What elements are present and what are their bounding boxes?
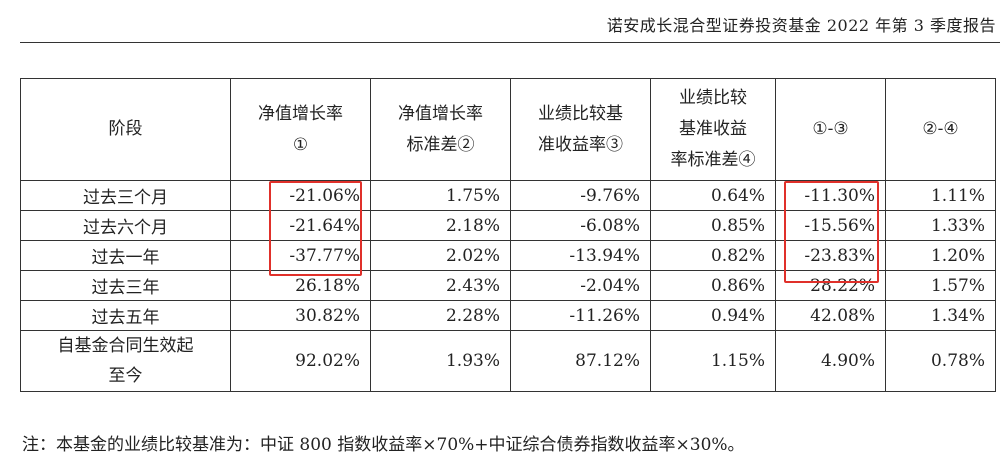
value-cell-nav-growth-stddev: 2.18% — [370, 210, 511, 241]
column-header-stddev-diff: ②-④ — [885, 78, 996, 181]
value-cell-nav-growth-stddev: 2.02% — [370, 240, 511, 271]
value-cell-nav-growth-stddev: 2.28% — [370, 300, 511, 331]
value-cell-nav-growth-rate: -21.06% — [230, 180, 371, 211]
column-header-benchmark-return: 业绩比较基准收益率③ — [510, 78, 651, 181]
value-cell-nav-growth-stddev: 1.75% — [370, 180, 511, 211]
value-cell-nav-growth-stddev: 1.93% — [370, 330, 511, 392]
table-body: 过去三个月 -21.06% 1.75% -9.76% 0.64% -11.30% 1.11%… — [20, 180, 996, 392]
value-cell-benchmark-stddev: 0.85% — [650, 210, 776, 241]
column-header-nav-growth-rate: 净值增长率 ① — [230, 78, 371, 181]
value-cell-benchmark-stddev: 0.86% — [650, 270, 776, 301]
header-line: ①-③ — [812, 119, 849, 139]
header-line: ②-④ — [922, 119, 959, 139]
table-row: 过去一年 -37.77% 2.02% -13.94% 0.82% -23.83% 1.20% — [20, 240, 996, 271]
value-cell-benchmark-return: -11.26% — [510, 300, 651, 331]
column-header-nav-growth-stddev: 净值增长率标准差② — [370, 78, 511, 181]
value-cell-benchmark-stddev: 0.64% — [650, 180, 776, 211]
value-cell-benchmark-return: -13.94% — [510, 240, 651, 271]
stage-cell: 过去三个月 — [20, 180, 231, 211]
value-cell-stddev-diff: 1.57% — [885, 270, 996, 301]
stage-label: 过去六个月 — [83, 218, 168, 238]
stage-cell: 过去五年 — [20, 300, 231, 331]
table-row: 过去三年 26.18% 2.43% -2.04% 0.86% 28.22% 1.57% — [20, 270, 996, 301]
value-cell-benchmark-stddev: 0.82% — [650, 240, 776, 271]
document-header-title: 诺安成长混合型证券投资基金 2022 年第 3 季度报告 — [606, 16, 996, 35]
value-cell-stddev-diff: 1.33% — [885, 210, 996, 241]
header-line: 阶段 — [108, 119, 143, 139]
value-cell-excess-return: -15.56% — [775, 210, 886, 241]
value-cell-benchmark-return: 87.12% — [510, 330, 651, 392]
column-header-stage: 阶段 — [20, 78, 231, 181]
stage-label: 过去三年 — [91, 278, 160, 298]
header-line: 净值增长率 — [258, 103, 343, 124]
header-divider — [20, 42, 1000, 43]
stage-label: 至今 — [108, 366, 143, 386]
value-cell-stddev-diff: 1.20% — [885, 240, 996, 271]
value-cell-benchmark-return: -6.08% — [510, 210, 651, 241]
stage-cell: 自基金合同生效起 至今 — [20, 330, 231, 392]
value-cell-benchmark-return: -9.76% — [510, 180, 651, 211]
value-cell-excess-return: 4.90% — [775, 330, 886, 392]
table-header: 阶段 净值增长率 ① 净值增长率 标准差② 业绩比较基 准收益率③ 业绩比较 基准收益 率标准差④… — [20, 78, 996, 181]
table-row: 过去六个月 -21.64% 2.18% -6.08% 0.85% -15.56% 1.33% — [20, 210, 996, 241]
value-cell-nav-growth-rate: -21.64% — [230, 210, 371, 241]
value-cell-excess-return: 42.08% — [775, 300, 886, 331]
stage-cell: 过去三年 — [20, 270, 231, 301]
value-cell-benchmark-stddev: 0.94% — [650, 300, 776, 331]
table-row: 过去五年 30.82% 2.28% -11.26% 0.94% 42.08% 1.34% — [20, 300, 996, 331]
table-row: 自基金合同生效起 至今 92.02% 1.93% 87.12% 1.15% 4.90% 0.7… — [20, 330, 996, 392]
performance-table: 阶段 净值增长率 ① 净值增长率 标准差② 业绩比较基 准收益率③ 业绩比较 基准收益 率标准差④… — [20, 78, 996, 392]
value-cell-stddev-diff: 0.78% — [885, 330, 996, 392]
value-cell-nav-growth-rate: 30.82% — [230, 300, 371, 331]
value-cell-nav-growth-rate: 92.02% — [230, 330, 371, 392]
header-line: 业绩比较 — [679, 88, 747, 108]
header-line: 净值增长率 — [398, 103, 483, 124]
value-cell-stddev-diff: 1.11% — [885, 180, 996, 211]
value-cell-nav-growth-rate: -37.77% — [230, 240, 371, 271]
stage-cell: 过去六个月 — [20, 210, 231, 241]
table-row: 过去三个月 -21.06% 1.75% -9.76% 0.64% -11.30% 1.11% — [20, 180, 996, 211]
stage-label: 自基金合同生效起 — [57, 336, 194, 356]
value-cell-benchmark-stddev: 1.15% — [650, 330, 776, 392]
value-cell-stddev-diff: 1.34% — [885, 300, 996, 331]
value-cell-excess-return: -23.83% — [775, 240, 886, 271]
stage-label: 过去五年 — [91, 308, 160, 328]
stage-label: 过去三个月 — [83, 188, 168, 208]
column-header-benchmark-stddev: 业绩比较基准收益率标准差④ — [650, 78, 776, 181]
value-cell-nav-growth-stddev: 2.43% — [370, 270, 511, 301]
stage-cell: 过去一年 — [20, 240, 231, 271]
header-line: 率标准差④ — [670, 150, 756, 170]
value-cell-nav-growth-rate: 26.18% — [230, 270, 371, 301]
value-cell-benchmark-return: -2.04% — [510, 270, 651, 301]
header-line: 业绩比较基 — [538, 103, 623, 124]
header-line: 准收益率③ — [538, 134, 623, 155]
header-line: ① — [292, 134, 309, 155]
column-header-excess-return: ①-③ — [775, 78, 886, 181]
stage-label: 过去一年 — [91, 248, 160, 268]
value-cell-excess-return: 28.22% — [775, 270, 886, 301]
header-line: 标准差② — [406, 134, 475, 155]
header-line: 基准收益 — [679, 119, 747, 139]
value-cell-excess-return: -11.30% — [775, 180, 886, 211]
benchmark-footnote: 注：本基金的业绩比较基准为：中证 800 指数收益率×70%+中证综合债券指数收… — [22, 435, 745, 455]
